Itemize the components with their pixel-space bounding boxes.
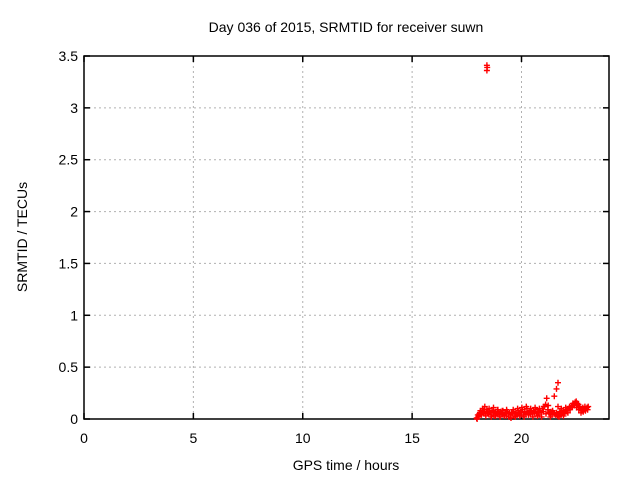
axis-ticks bbox=[83, 55, 609, 420]
x-axis-label: GPS time / hours bbox=[293, 457, 400, 473]
chart-title: Day 036 of 2015, SRMTID for receiver suw… bbox=[209, 19, 484, 35]
tick-labels: 0 5 10 15 20 0 0.5 1 1.5 2 2.5 3 3.5 bbox=[59, 48, 530, 446]
y-tick-label: 1.5 bbox=[59, 255, 79, 271]
plot-border bbox=[83, 55, 610, 420]
y-tick-label: 0.5 bbox=[59, 359, 79, 375]
y-tick-label: 2.5 bbox=[59, 152, 79, 168]
grid-lines bbox=[84, 56, 609, 419]
x-tick-label: 5 bbox=[189, 430, 197, 446]
x-tick-label: 10 bbox=[295, 430, 311, 446]
y-tick-label: 1 bbox=[70, 307, 78, 323]
y-tick-label: 3 bbox=[70, 100, 78, 116]
scatter-series-SRMTID bbox=[473, 62, 592, 422]
x-tick-label: 0 bbox=[80, 430, 88, 446]
x-tick-label: 15 bbox=[404, 430, 420, 446]
y-tick-label: 2 bbox=[70, 204, 78, 220]
data-points bbox=[473, 62, 592, 422]
y-tick-label: 3.5 bbox=[59, 48, 79, 64]
y-tick-label: 0 bbox=[70, 411, 78, 427]
x-tick-label: 20 bbox=[514, 430, 530, 446]
y-axis-label: SRMTID / TECUs bbox=[14, 182, 30, 292]
